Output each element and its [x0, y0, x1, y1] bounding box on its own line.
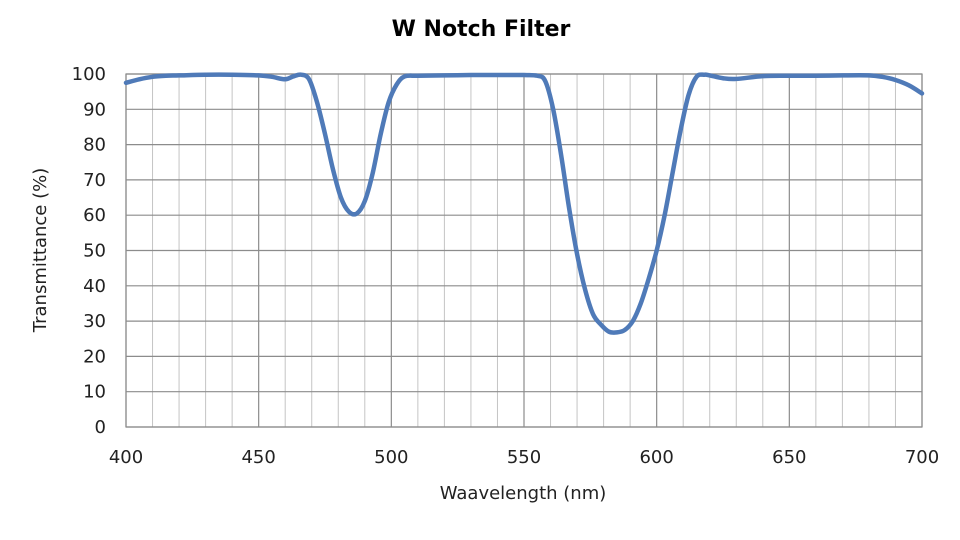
y-tick-label: 90 — [83, 99, 106, 120]
x-tick-label: 550 — [507, 447, 541, 468]
y-axis-label: Transmittance (%) — [30, 168, 51, 334]
x-tick-label: 500 — [374, 447, 408, 468]
y-tick-label: 50 — [83, 241, 106, 262]
y-tick-label: 20 — [83, 346, 106, 367]
grid — [125, 73, 923, 428]
y-tick-label: 60 — [83, 205, 106, 226]
y-tick-label: 80 — [83, 135, 106, 156]
y-tick-label: 70 — [83, 170, 106, 191]
y-tick-label: 30 — [83, 311, 106, 332]
x-axis-label: Waavelength (nm) — [440, 483, 607, 504]
y-tick-label: 10 — [83, 382, 106, 403]
y-axis-ticks: 0 10 20 30 40 50 60 70 80 90 100 — [72, 64, 106, 438]
y-tick-label: 100 — [72, 64, 106, 85]
series-line — [123, 72, 925, 335]
x-tick-label: 600 — [639, 447, 673, 468]
y-tick-label: 40 — [83, 276, 106, 297]
x-tick-label: 400 — [109, 447, 143, 468]
x-tick-label: 650 — [772, 447, 806, 468]
x-tick-label: 450 — [241, 447, 275, 468]
chart-title: W Notch Filter — [392, 17, 571, 42]
x-axis-ticks: 400 450 500 550 600 650 700 — [109, 447, 939, 468]
x-tick-label: 700 — [905, 447, 939, 468]
y-tick-label: 0 — [95, 417, 106, 438]
